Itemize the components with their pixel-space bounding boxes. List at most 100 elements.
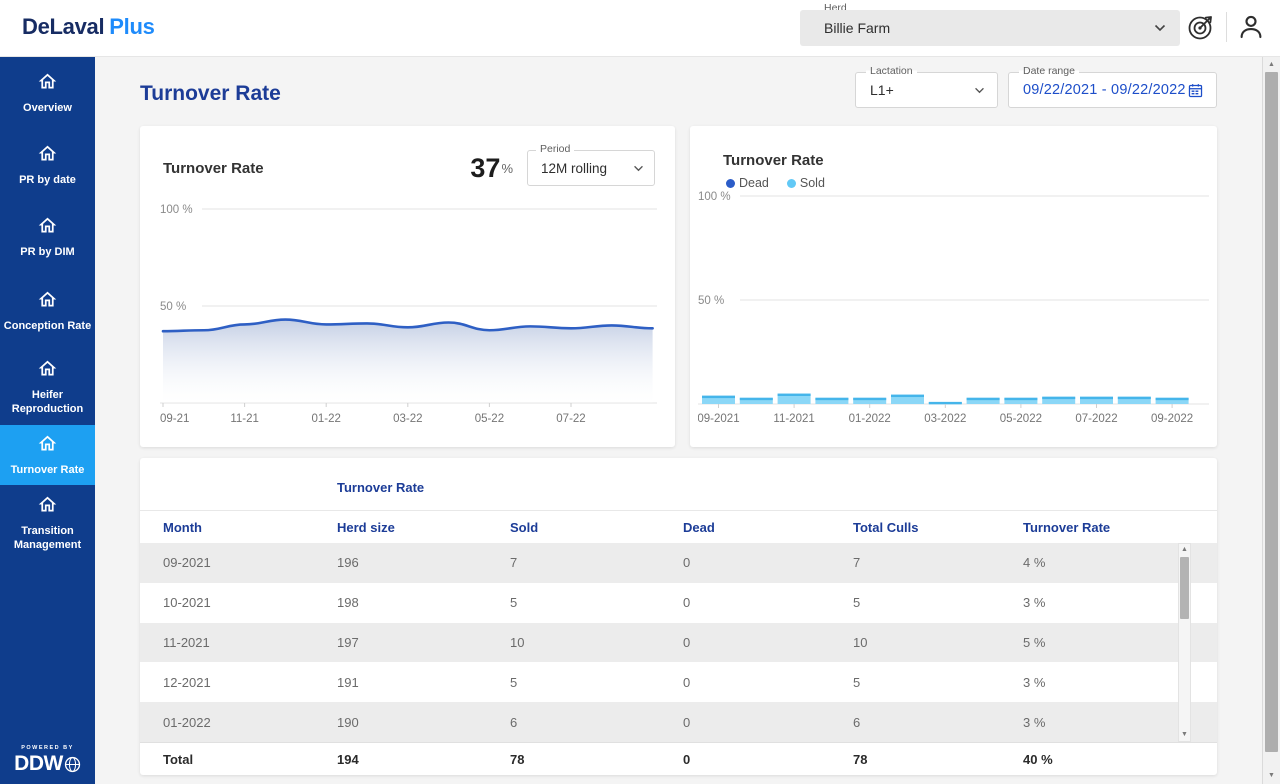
- sidebar-item-pr-by-dim[interactable]: PR by DIM: [0, 201, 95, 273]
- table-scrollbar[interactable]: ▲ ▼: [1178, 543, 1191, 742]
- sidebar-item-label: PR by date: [19, 173, 76, 186]
- lactation-value: L1+: [870, 82, 894, 98]
- herd-select-value: Billie Farm: [824, 20, 891, 36]
- table-row[interactable]: 11-2021 197 10 0 10 5 %: [140, 622, 1217, 663]
- sidebar-item-transition-management[interactable]: Transition Management: [0, 485, 95, 561]
- table-cell: 11-2021: [163, 634, 210, 650]
- card-title: Turnover Rate: [723, 152, 824, 169]
- table-total-cell: 0: [683, 751, 691, 767]
- sidebar-item-label: Turnover Rate: [10, 463, 85, 476]
- table-body: 09-2021 196 7 0 7 4 % 10-2021 198 5 0 5 3 % 11-2021 1…: [140, 543, 1217, 742]
- table-cell: 5 %: [1023, 634, 1046, 650]
- sidebar-item-pr-by-date[interactable]: PR by date: [0, 129, 95, 201]
- main-content: Turnover Rate Lactation L1+ Date range 0…: [95, 57, 1262, 784]
- sidebar-item-overview[interactable]: Overview: [0, 57, 95, 129]
- sidebar-item-label: Overview: [23, 101, 72, 114]
- table-column-header: Turnover Rate: [1023, 519, 1111, 535]
- legend-item-dead[interactable]: Dead: [726, 176, 769, 190]
- rolling-line-chart: 50 % 100 % 09-21 11-21 01-22 03-22 05-22 07-22: [160, 204, 657, 425]
- page-scrollbar[interactable]: ▲ ▼: [1262, 57, 1280, 784]
- table-cell: 0: [683, 714, 691, 730]
- herd-select[interactable]: Billie Farm: [800, 10, 1180, 46]
- sidebar-item-heifer-reproduction[interactable]: Heifer Reproduction: [0, 349, 95, 425]
- kpi-value: 37: [470, 152, 501, 183]
- breakdown-bar-chart: 50 % 100 % 09-2021 11-2021 01-2022 03-2022 05-…: [697, 191, 1209, 425]
- home-icon: [37, 215, 58, 241]
- legend-dot: [726, 178, 735, 188]
- legend-label: Dead: [739, 176, 769, 190]
- table-scrollbar-thumb[interactable]: [1180, 557, 1189, 619]
- sidebar-item-conception-rate[interactable]: Conception Rate: [0, 273, 95, 349]
- chevron-down-icon: [1154, 24, 1166, 32]
- table-cell: 01-2022: [163, 714, 211, 730]
- home-icon: [37, 494, 58, 520]
- scroll-down-arrow[interactable]: ▼: [1181, 731, 1188, 738]
- period-value: 12M rolling: [541, 160, 608, 176]
- svg-text:50 %: 50 %: [698, 295, 724, 307]
- sidebar-item-label: PR by DIM: [20, 245, 75, 258]
- sidebar-item-label: Transition Management: [13, 524, 82, 551]
- app-header: DeLaval Plus Herd Billie Farm: [0, 0, 1280, 57]
- table-cell: 198: [337, 595, 359, 611]
- divider: [140, 510, 1217, 511]
- table-row[interactable]: 12-2021 191 5 0 5 3 %: [140, 662, 1217, 702]
- table-cell: 10: [510, 634, 525, 650]
- globe-icon: [64, 756, 80, 772]
- home-icon: [37, 71, 58, 97]
- page-scrollbar-thumb[interactable]: [1265, 72, 1278, 752]
- table-total-cell: 194: [337, 751, 359, 767]
- user-icon[interactable]: [1236, 12, 1266, 42]
- table-cell: 0: [683, 634, 691, 650]
- svg-text:03-2022: 03-2022: [924, 413, 966, 425]
- chevron-down-icon: [975, 87, 984, 93]
- table-cell: 190: [337, 714, 359, 730]
- home-icon: [37, 289, 58, 315]
- date-range-picker[interactable]: Date range 09/22/2021 - 09/22/2022: [1008, 65, 1217, 108]
- table-cell: 09-2021: [163, 555, 211, 571]
- svg-text:09-21: 09-21: [160, 413, 189, 425]
- sidebar-item-turnover-rate[interactable]: Turnover Rate: [0, 425, 95, 485]
- legend-dot: [786, 178, 796, 188]
- table-cell: 0: [683, 555, 691, 571]
- table-cell: 5: [853, 674, 861, 690]
- home-icon: [37, 433, 58, 459]
- table-cell: 7: [510, 555, 518, 571]
- period-select[interactable]: Period 12M rolling: [527, 143, 655, 186]
- svg-text:11-2021: 11-2021: [773, 413, 814, 425]
- table-cell: 0: [683, 595, 691, 611]
- svg-text:07-2022: 07-2022: [1075, 413, 1117, 425]
- lactation-select[interactable]: Lactation L1+: [855, 65, 998, 108]
- svg-text:05-22: 05-22: [475, 413, 504, 425]
- table-cell: 4 %: [1023, 555, 1046, 571]
- legend: Dead Sold: [690, 169, 1217, 190]
- table-row[interactable]: 09-2021 196 7 0 7 4 %: [140, 543, 1217, 583]
- table-cell: 197: [337, 634, 359, 650]
- table-cell: 10-2021: [163, 595, 211, 611]
- svg-text:01-2022: 01-2022: [849, 413, 891, 425]
- table-total-cell: 78: [853, 751, 868, 767]
- header-divider: [1226, 12, 1227, 42]
- table-column-header: Herd size: [337, 519, 395, 535]
- table-cell: 6: [853, 714, 861, 730]
- table-cell: 0: [683, 674, 691, 690]
- scroll-up-arrow[interactable]: ▲: [1181, 546, 1188, 553]
- chevron-down-icon: [634, 165, 643, 171]
- table-cell: 196: [337, 555, 359, 571]
- table-row[interactable]: 01-2022 190 6 0 6 3 %: [140, 702, 1217, 742]
- scroll-down-arrow[interactable]: ▼: [1268, 772, 1275, 779]
- sidebar-footer: POWERED BY DDW: [0, 745, 95, 776]
- filters-bar: Lactation L1+ Date range 09/22/2021 - 09…: [855, 65, 1217, 108]
- table-cell: 10: [853, 634, 868, 650]
- home-icon: [37, 143, 58, 169]
- target-icon[interactable]: [1185, 11, 1217, 43]
- calendar-icon[interactable]: [1187, 82, 1204, 99]
- table-row[interactable]: 10-2021 198 5 0 5 3 %: [140, 583, 1217, 623]
- svg-text:03-22: 03-22: [393, 413, 422, 425]
- legend-item-sold[interactable]: Sold: [786, 176, 825, 190]
- svg-text:05-2022: 05-2022: [1000, 413, 1042, 425]
- table-cell: 6: [510, 714, 518, 730]
- app-logo: DeLaval Plus: [22, 14, 155, 40]
- scroll-up-arrow[interactable]: ▲: [1268, 61, 1275, 68]
- table-total-row: Total 194 78 0 78 40 %: [140, 742, 1217, 775]
- legend-label: Sold: [799, 176, 825, 190]
